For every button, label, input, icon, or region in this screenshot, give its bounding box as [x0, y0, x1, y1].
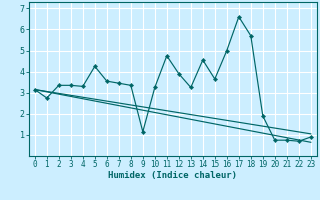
- X-axis label: Humidex (Indice chaleur): Humidex (Indice chaleur): [108, 171, 237, 180]
